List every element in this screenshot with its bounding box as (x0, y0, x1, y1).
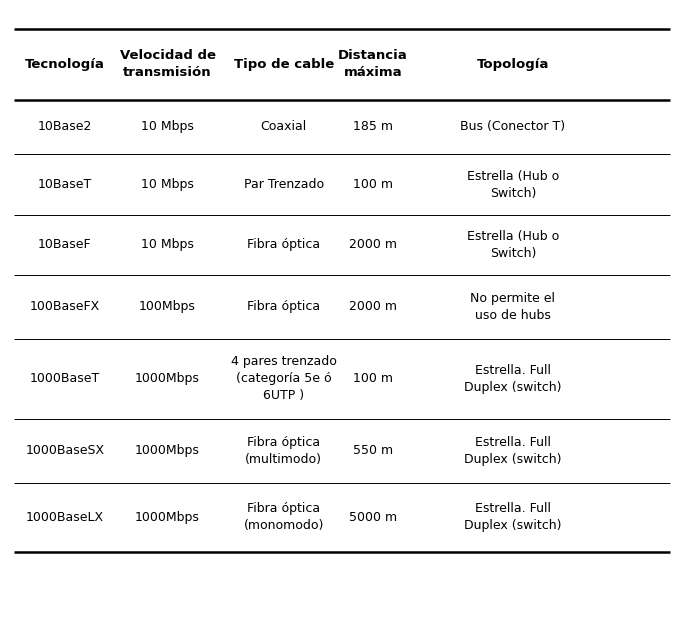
Text: 5000 m: 5000 m (349, 511, 397, 524)
Text: Bus (Conector T): Bus (Conector T) (460, 120, 566, 134)
Text: Estrella. Full
Duplex (switch): Estrella. Full Duplex (switch) (464, 503, 562, 532)
Text: 100Mbps: 100Mbps (139, 300, 196, 313)
Text: 550 m: 550 m (353, 444, 393, 457)
Text: Distancia
máxima: Distancia máxima (338, 49, 408, 79)
Text: 185 m: 185 m (353, 120, 393, 134)
Text: 10BaseT: 10BaseT (38, 178, 92, 191)
Text: Topología: Topología (477, 58, 549, 71)
Text: 2000 m: 2000 m (349, 300, 397, 313)
Text: Tipo de cable: Tipo de cable (234, 58, 334, 71)
Text: Estrella. Full
Duplex (switch): Estrella. Full Duplex (switch) (464, 436, 562, 465)
Text: Fibra óptica
(multimodo): Fibra óptica (multimodo) (246, 436, 322, 465)
Text: 2000 m: 2000 m (349, 238, 397, 252)
Text: Estrella. Full
Duplex (switch): Estrella. Full Duplex (switch) (464, 364, 562, 394)
Text: Par Trenzado: Par Trenzado (244, 178, 324, 191)
Text: 10 Mbps: 10 Mbps (141, 120, 194, 134)
Text: 1000BaseSX: 1000BaseSX (25, 444, 105, 457)
Text: Estrella (Hub o
Switch): Estrella (Hub o Switch) (467, 230, 559, 260)
Text: Fibra óptica: Fibra óptica (248, 238, 320, 252)
Text: Tecnología: Tecnología (25, 58, 105, 71)
Text: Estrella (Hub o
Switch): Estrella (Hub o Switch) (467, 169, 559, 200)
Text: Fibra óptica
(monomodo): Fibra óptica (monomodo) (244, 503, 324, 532)
Text: 100 m: 100 m (353, 372, 393, 385)
Text: 10 Mbps: 10 Mbps (141, 238, 194, 252)
Text: Fibra óptica: Fibra óptica (248, 300, 320, 313)
Text: 1000Mbps: 1000Mbps (135, 511, 200, 524)
Text: 10 Mbps: 10 Mbps (141, 178, 194, 191)
Text: 1000BaseT: 1000BaseT (30, 372, 100, 385)
Text: 1000Mbps: 1000Mbps (135, 444, 200, 457)
Text: Coaxial: Coaxial (261, 120, 307, 134)
Text: 100 m: 100 m (353, 178, 393, 191)
Text: 1000Mbps: 1000Mbps (135, 372, 200, 385)
Text: No permite el
uso de hubs: No permite el uso de hubs (471, 292, 555, 322)
Text: 4 pares trenzado
(categoría 5e ó
6UTP ): 4 pares trenzado (categoría 5e ó 6UTP ) (231, 355, 337, 403)
Text: 10Base2: 10Base2 (38, 120, 92, 134)
Text: 1000BaseLX: 1000BaseLX (26, 511, 104, 524)
Text: 100BaseFX: 100BaseFX (30, 300, 100, 313)
Text: Velocidad de
transmisión: Velocidad de transmisión (120, 49, 215, 79)
Text: 10BaseF: 10BaseF (38, 238, 92, 252)
